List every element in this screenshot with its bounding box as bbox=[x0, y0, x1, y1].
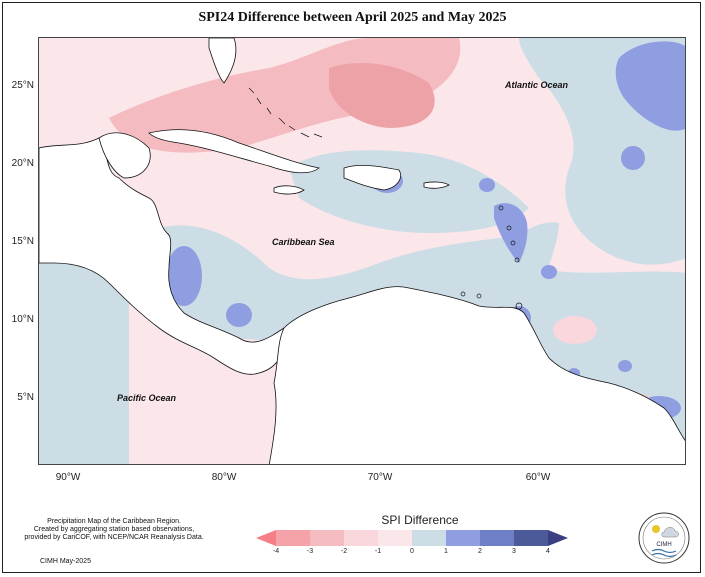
lat-label-5n: 5°N bbox=[17, 392, 34, 403]
wave-icon bbox=[651, 548, 677, 554]
pacific-ocean-label: Pacific Ocean bbox=[117, 393, 177, 403]
cloud-icon bbox=[661, 527, 679, 538]
legend-swatch bbox=[514, 530, 548, 546]
island-martinique bbox=[510, 240, 516, 246]
wet-core-suriname bbox=[618, 360, 632, 372]
florida-land bbox=[208, 38, 237, 84]
logo-text: CIMH bbox=[656, 542, 671, 548]
legend-tick-label: -1 bbox=[374, 548, 382, 555]
legend-tick-label: -2 bbox=[340, 548, 348, 555]
legend-tick-label: 0 bbox=[410, 548, 414, 555]
island-stlucia bbox=[514, 257, 520, 263]
cimh-logo: CIMH bbox=[638, 512, 690, 564]
map-title: SPI24 Difference between April 2025 and … bbox=[198, 10, 507, 25]
footer-version: CIMH May-2025 bbox=[40, 558, 91, 565]
small-islands bbox=[248, 87, 523, 310]
legend-tick-label: -3 bbox=[306, 548, 314, 555]
cuba-land bbox=[148, 129, 320, 174]
wet-core-prico bbox=[479, 178, 495, 192]
landmasses bbox=[39, 38, 685, 464]
hispaniola-land bbox=[343, 164, 401, 191]
legend-arrow-high bbox=[548, 530, 568, 546]
sun-icon bbox=[652, 525, 660, 533]
lat-label-25n: 25°N bbox=[11, 80, 34, 91]
legend-tick-label: -4 bbox=[272, 548, 280, 555]
wave-icon bbox=[651, 552, 677, 558]
legend-ticks: -4 -3 -2 -1 0 1 2 3 4 bbox=[273, 548, 550, 558]
legend-title: SPI Difference bbox=[381, 513, 459, 527]
puerto-rico-land bbox=[423, 181, 450, 189]
wet-core-leewards bbox=[494, 203, 528, 263]
legend-swatch bbox=[412, 530, 446, 546]
legend-swatch bbox=[344, 530, 378, 546]
legend-swatch bbox=[310, 530, 344, 546]
legend-colorbar bbox=[256, 530, 568, 546]
wet-core-atlantic-e bbox=[621, 146, 645, 170]
footer-note-line: provided by CariCOF, with NCEP/NCAR Rean… bbox=[24, 534, 204, 541]
wet-core-panama bbox=[226, 303, 252, 327]
legend-swatch bbox=[378, 530, 412, 546]
legend-tick-label: 1 bbox=[444, 548, 448, 555]
wet-core-nicaragua bbox=[166, 246, 202, 306]
lat-label-20n: 20°N bbox=[11, 158, 34, 169]
legend-tick-label: 3 bbox=[512, 548, 516, 555]
footer-note: Precipitation Map of the Caribbean Regio… bbox=[14, 518, 214, 542]
logo-inner-ring bbox=[642, 516, 686, 560]
legend-arrow-low bbox=[256, 530, 276, 546]
yucatan-land bbox=[98, 132, 151, 179]
island-guadeloupe bbox=[506, 225, 512, 231]
legend-tick-label: 2 bbox=[478, 548, 482, 555]
lat-label-10n: 10°N bbox=[11, 314, 34, 325]
legend-swatch bbox=[276, 530, 310, 546]
bahamas-islands bbox=[248, 87, 323, 138]
island-tobago bbox=[515, 302, 523, 310]
south-america-land bbox=[268, 286, 685, 464]
lon-label-60w: 60°W bbox=[525, 472, 551, 483]
spi-difference-field bbox=[39, 38, 685, 464]
lon-label-90w: 90°W bbox=[55, 472, 81, 483]
legend-swatch bbox=[480, 530, 514, 546]
jamaica-land bbox=[273, 185, 305, 195]
map-panel: Atlantic Ocean Caribbean Sea Pacific Oce… bbox=[38, 37, 686, 465]
wet-core-barbados bbox=[541, 265, 557, 279]
wet-area-pacific bbox=[39, 227, 129, 464]
central-america-land bbox=[39, 137, 286, 375]
legend-swatch bbox=[446, 530, 480, 546]
island-bonaire bbox=[476, 293, 482, 299]
footer-note-line: Precipitation Map of the Caribbean Regio… bbox=[47, 518, 181, 525]
atlantic-ocean-label: Atlantic Ocean bbox=[505, 80, 569, 90]
dry-area-offshore bbox=[553, 316, 597, 344]
legend-tick-label: 4 bbox=[546, 548, 550, 555]
caribbean-sea-label: Caribbean Sea bbox=[272, 237, 335, 247]
lat-label-15n: 15°N bbox=[11, 236, 34, 247]
lon-label-80w: 80°W bbox=[211, 472, 237, 483]
lon-label-70w: 70°W bbox=[367, 472, 393, 483]
wet-core-atlantic-ne bbox=[615, 41, 685, 131]
dry-area-core bbox=[329, 63, 435, 128]
footer-note-line: Created by aggregating station based obs… bbox=[33, 526, 195, 533]
island-antigua bbox=[498, 205, 504, 211]
island-curacao bbox=[460, 291, 466, 297]
